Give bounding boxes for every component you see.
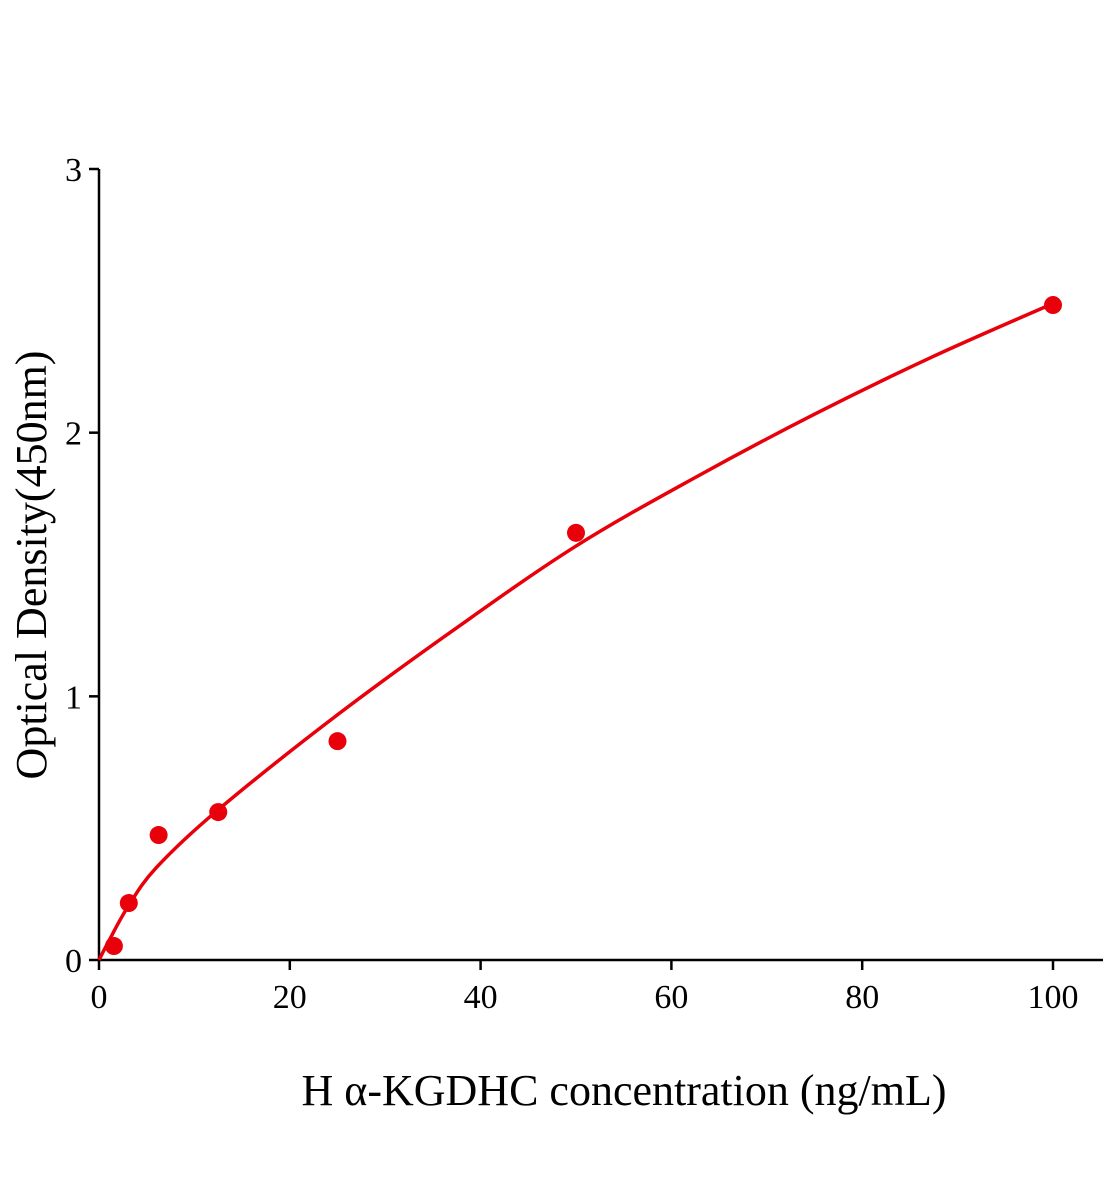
data-point (119, 894, 138, 913)
x-tick-label: 0 (91, 979, 108, 1016)
x-axis-label: H α-KGDHC concentration (ng/mL) (301, 1066, 946, 1115)
data-point (1044, 296, 1062, 315)
x-tick-label: 40 (464, 979, 498, 1016)
x-tick-label: 60 (654, 979, 688, 1016)
data-point (328, 732, 347, 751)
fit-curve-layer (97, 301, 1054, 961)
data-point (567, 523, 585, 542)
x-tick-label: 100 (1028, 979, 1079, 1016)
data-point (149, 826, 168, 845)
x-tick-label: 80 (845, 979, 879, 1016)
data-point (209, 803, 228, 822)
fit-curve (97, 301, 1054, 961)
data-point (104, 937, 123, 956)
y-axis-label: Optical Density(450nm) (7, 351, 56, 780)
data-points-layer (104, 296, 1062, 956)
y-tick-label: 0 (65, 943, 82, 980)
y-tick-label: 2 (65, 416, 82, 453)
y-tick-label: 1 (65, 679, 82, 716)
axes: 0 20 40 60 80 100 0 1 2 3 (65, 152, 1103, 1016)
x-tick-label: 20 (273, 979, 307, 1016)
y-tick-label: 3 (65, 152, 82, 189)
